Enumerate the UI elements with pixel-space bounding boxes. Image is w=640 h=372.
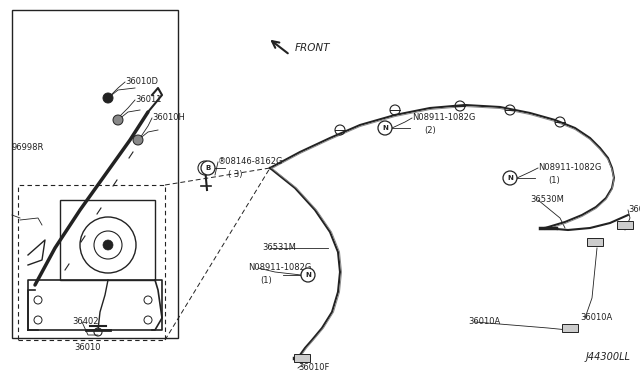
Text: ®08146-8162G: ®08146-8162G [218,157,284,167]
Text: N08911-1082G: N08911-1082G [248,263,312,273]
Text: 36010F: 36010F [298,363,330,372]
Text: J44300LL: J44300LL [585,352,630,362]
Text: 36011: 36011 [135,96,161,105]
Text: 36531M: 36531M [262,244,296,253]
Text: FRONT: FRONT [295,43,330,53]
Text: B: B [205,165,211,171]
Circle shape [113,115,123,125]
Circle shape [301,268,315,282]
Text: (1): (1) [548,176,560,185]
Text: (2): (2) [424,125,436,135]
Bar [60,200,155,280]
Circle shape [201,161,215,175]
Text: 36010A: 36010A [468,317,500,327]
Text: 36010: 36010 [75,343,101,353]
Text: 36010A: 36010A [580,314,612,323]
Text: 36402: 36402 [72,317,99,327]
Text: N08911-1082G: N08911-1082G [538,164,602,173]
Text: N: N [305,272,311,278]
Text: 36010H: 36010H [152,113,185,122]
Text: N08911-1082G: N08911-1082G [412,113,476,122]
Circle shape [202,165,208,171]
Bar [294,354,310,362]
Bar [18,185,165,340]
Text: 36010D: 36010D [125,77,158,87]
Text: 96998R: 96998R [12,144,44,153]
Circle shape [103,240,113,250]
Circle shape [503,171,517,185]
Text: 36010F: 36010F [628,205,640,215]
Bar [587,238,603,246]
Bar [617,221,633,229]
Circle shape [103,93,113,103]
Circle shape [378,121,392,135]
Text: ( 3): ( 3) [228,170,243,179]
Text: N: N [507,175,513,181]
Text: (1): (1) [260,276,272,285]
Bar [12,10,178,338]
Text: 36530M: 36530M [530,196,564,205]
Circle shape [133,135,143,145]
Bar [562,324,578,332]
Text: N: N [382,125,388,131]
